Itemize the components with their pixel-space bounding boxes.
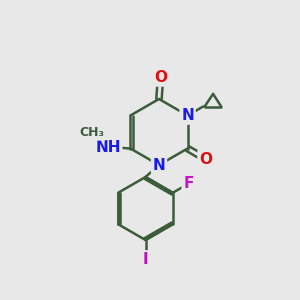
Text: O: O	[199, 152, 212, 166]
Text: CH₃: CH₃	[80, 126, 105, 139]
Text: O: O	[154, 70, 167, 85]
Text: N: N	[181, 108, 194, 123]
Text: NH: NH	[95, 140, 121, 154]
Text: N: N	[153, 158, 165, 172]
Text: F: F	[183, 176, 194, 191]
Text: I: I	[143, 252, 148, 267]
